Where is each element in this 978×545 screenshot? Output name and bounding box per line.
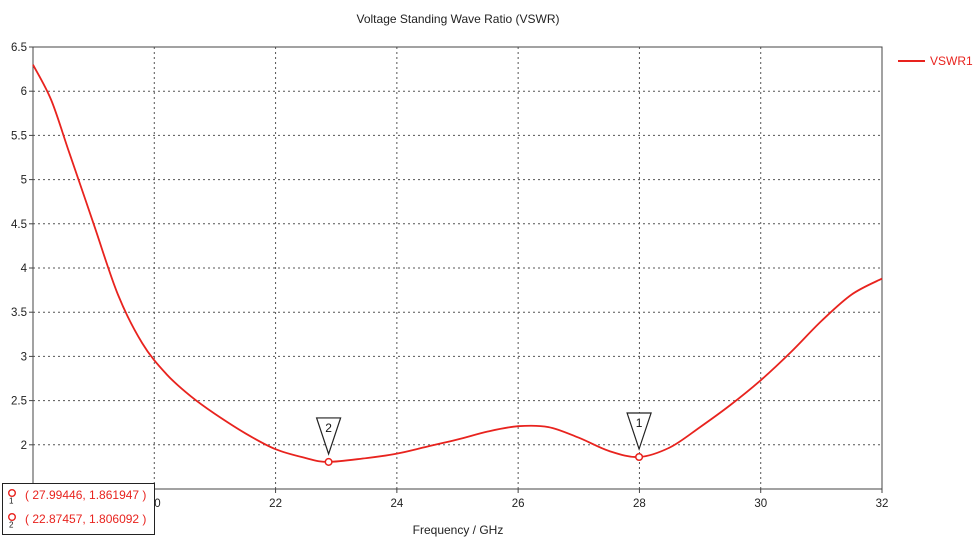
y-tick-label: 5 [21, 175, 27, 187]
svg-text:1: 1 [9, 497, 14, 505]
legend: VSWR1 [898, 54, 973, 68]
legend-label-vswr1: VSWR1 [930, 54, 973, 68]
x-tick-label: 22 [269, 498, 282, 510]
series-layer [32, 64, 883, 463]
marker-flag [626, 412, 652, 451]
chart-title: Voltage Standing Wave Ratio (VSWR) [357, 12, 560, 26]
marker-point [635, 452, 644, 462]
y-tick-label: 4.5 [11, 219, 27, 231]
grid [33, 46, 882, 489]
y-tick-label: 6 [21, 86, 27, 98]
marker-number: 1 [636, 416, 643, 430]
y-tick-label: 4 [21, 263, 28, 275]
marker-2-readout: ( 22.87457, 1.806092 ) [25, 512, 147, 526]
y-tick-label: 5.5 [11, 130, 27, 142]
marker-2-icon: 2 [8, 513, 16, 529]
marker-point [324, 457, 333, 466]
y-tick-label: 3.5 [11, 307, 27, 319]
y-tick-label: 3 [21, 351, 27, 363]
marker-number: 2 [325, 421, 332, 435]
y-tick-label: 2 [21, 440, 27, 452]
marker-readout-row: 1 ( 27.99446, 1.861947 ) [3, 485, 153, 507]
x-tick-label: 30 [754, 498, 767, 510]
x-axis: 20222426283032 [148, 489, 889, 510]
x-axis-label: Frequency / GHz [413, 523, 504, 537]
marker-readout-box: 1 ( 27.99446, 1.861947 ) 2 ( 22.87457, 1… [2, 483, 155, 535]
marker-2: 2 [315, 417, 342, 466]
series-line-vswr1 [32, 64, 883, 463]
marker-1-icon: 1 [8, 489, 16, 505]
x-tick-label: 26 [512, 498, 525, 510]
x-tick-label: 32 [876, 498, 889, 510]
x-tick-label: 24 [390, 498, 403, 510]
marker-readout-row: 2 ( 22.87457, 1.806092 ) [3, 509, 153, 531]
y-tick-label: 6.5 [11, 42, 27, 54]
y-tick-label: 2.5 [11, 396, 27, 408]
marker-1-readout: ( 27.99446, 1.861947 ) [25, 488, 147, 502]
x-tick-label: 28 [633, 498, 646, 510]
marker-layer: 12 [315, 412, 652, 466]
y-axis: 2 2.5 3 3.5 4 4.5 5 5.5 6 6.5 [11, 42, 33, 452]
marker-1: 1 [626, 412, 652, 462]
svg-text:2: 2 [9, 521, 14, 529]
marker-flag [315, 417, 342, 456]
